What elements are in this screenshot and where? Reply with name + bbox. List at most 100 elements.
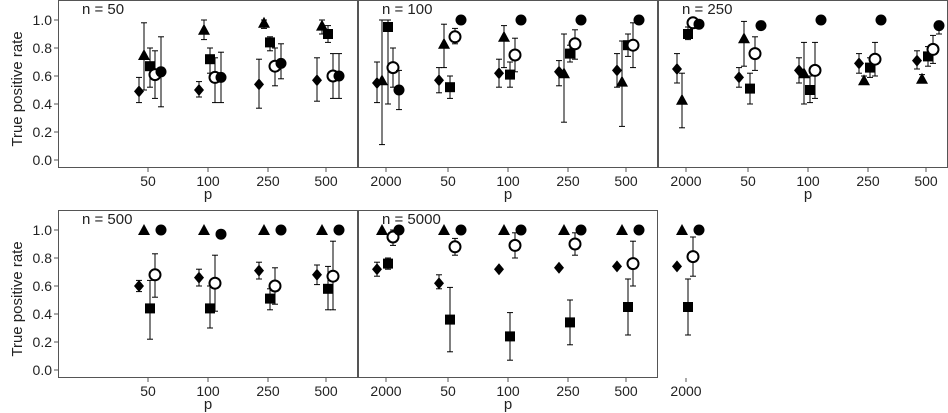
data-point-filled-square [145, 61, 155, 72]
data-point-filled-square [445, 314, 455, 325]
data-point-filled-square [383, 22, 393, 32]
data-point-filled-circle [333, 70, 345, 82]
data-point-open-circle [448, 30, 462, 44]
series-filled-circle [455, 224, 705, 236]
data-point-open-circle [268, 279, 282, 293]
data-point-filled-triangle [316, 224, 328, 235]
x-tick-label: 2000 [670, 383, 701, 399]
data-point-open-circle [868, 52, 882, 66]
x-tick-label: 100 [496, 173, 520, 189]
data-point-filled-square [445, 82, 455, 93]
data-point-filled-triangle [616, 224, 628, 235]
series-filled-triangle [138, 224, 388, 235]
data-point-filled-diamond [254, 264, 264, 277]
x-tick-label: 2000 [370, 173, 401, 189]
data-point-filled-triangle [376, 74, 388, 86]
series-open-circle [748, 34, 940, 99]
data-point-filled-square [565, 317, 575, 328]
data-point-filled-square [323, 283, 333, 294]
data-point-filled-triangle [858, 74, 870, 86]
data-point-open-circle [626, 257, 640, 271]
data-point-filled-square [265, 37, 275, 48]
data-point-open-circle [448, 240, 462, 254]
data-point-filled-diamond [312, 268, 322, 281]
x-tick-label: 250 [256, 173, 280, 189]
panel-label: n = 100 [382, 1, 432, 18]
y-tick-label: 0.8 [33, 250, 53, 266]
series-filled-diamond [434, 53, 682, 94]
data-point-filled-diamond [254, 78, 264, 91]
data-point-filled-square [205, 303, 215, 314]
data-point-filled-triangle [676, 224, 688, 235]
panel-label: n = 5000 [382, 211, 441, 228]
data-point-filled-triangle [676, 93, 688, 105]
data-point-filled-square [505, 331, 515, 342]
series-filled-square [445, 278, 693, 361]
x-axis-label: p [804, 186, 812, 203]
data-point-filled-square [383, 258, 393, 269]
x-tick-label: 2000 [370, 383, 401, 399]
y-tick-label: 0.6 [33, 68, 53, 84]
data-point-filled-diamond [912, 54, 922, 67]
data-point-filled-circle [215, 71, 227, 83]
data-point-filled-circle [515, 224, 527, 236]
data-point-open-circle [208, 276, 222, 290]
x-tick-label: 50 [740, 173, 756, 189]
x-tick-label: 250 [556, 383, 580, 399]
data-point-filled-diamond [554, 261, 564, 274]
panel-1: n = 50 0.0 0.2 0.4 0.6 0.8 1.0 50 100 250 500 2000 p [33, 0, 405, 203]
data-point-filled-circle [155, 66, 167, 78]
y-tick-label: 0.4 [33, 306, 53, 322]
data-point-filled-square [745, 83, 755, 94]
data-point-filled-triangle [438, 37, 450, 49]
data-point-filled-square [683, 302, 693, 312]
panel-border [358, 210, 658, 378]
series-filled-square [745, 46, 933, 105]
x-tick-label: 250 [856, 173, 880, 189]
series-filled-triangle [138, 16, 388, 146]
data-point-filled-square [265, 293, 275, 304]
data-point-filled-triangle [258, 16, 270, 28]
data-point-filled-circle [875, 14, 887, 26]
x-tick-label: 500 [914, 173, 938, 189]
data-point-filled-circle [815, 14, 827, 26]
data-point-filled-triangle [738, 32, 750, 44]
panel-label: n = 500 [82, 211, 132, 228]
series-open-circle [448, 232, 700, 287]
y-tick-label: 0.8 [33, 40, 53, 56]
data-point-filled-circle [455, 224, 467, 236]
data-point-filled-circle [455, 14, 467, 26]
data-point-filled-triangle [438, 224, 450, 235]
data-point-filled-triangle [316, 19, 328, 31]
data-point-filled-triangle [258, 224, 270, 235]
data-point-filled-diamond [194, 84, 204, 96]
data-point-filled-triangle [138, 49, 150, 60]
data-point-filled-diamond [372, 263, 382, 276]
data-point-filled-triangle [138, 224, 150, 235]
panel-label: n = 50 [82, 1, 124, 18]
data-point-filled-square [865, 62, 875, 73]
data-point-filled-square [805, 85, 815, 95]
data-point-open-circle [326, 269, 340, 283]
data-point-filled-square [923, 51, 933, 62]
x-tick-label: 250 [556, 173, 580, 189]
x-tick-label: 500 [314, 173, 338, 189]
data-point-filled-diamond [434, 74, 444, 87]
data-point-filled-diamond [612, 260, 622, 273]
data-point-filled-circle [393, 224, 405, 236]
x-axis-label: p [504, 186, 512, 203]
panel-border [358, 0, 658, 168]
data-point-filled-triangle [558, 224, 570, 235]
data-point-filled-circle [633, 224, 645, 236]
y-axis-label: True positive rate [9, 241, 26, 356]
data-point-filled-square [623, 302, 633, 312]
data-point-filled-circle [633, 14, 645, 26]
series-filled-diamond [734, 50, 922, 88]
panel-3: n = 250 50 100 250 500 2000 p [658, 0, 948, 203]
data-point-filled-triangle [798, 67, 810, 79]
data-point-filled-circle [215, 228, 227, 240]
panel-5: n = 5000 50 100 250 500 2000 p [358, 210, 705, 413]
series-filled-square [145, 19, 393, 105]
y-tick-label: 0.2 [33, 124, 53, 140]
